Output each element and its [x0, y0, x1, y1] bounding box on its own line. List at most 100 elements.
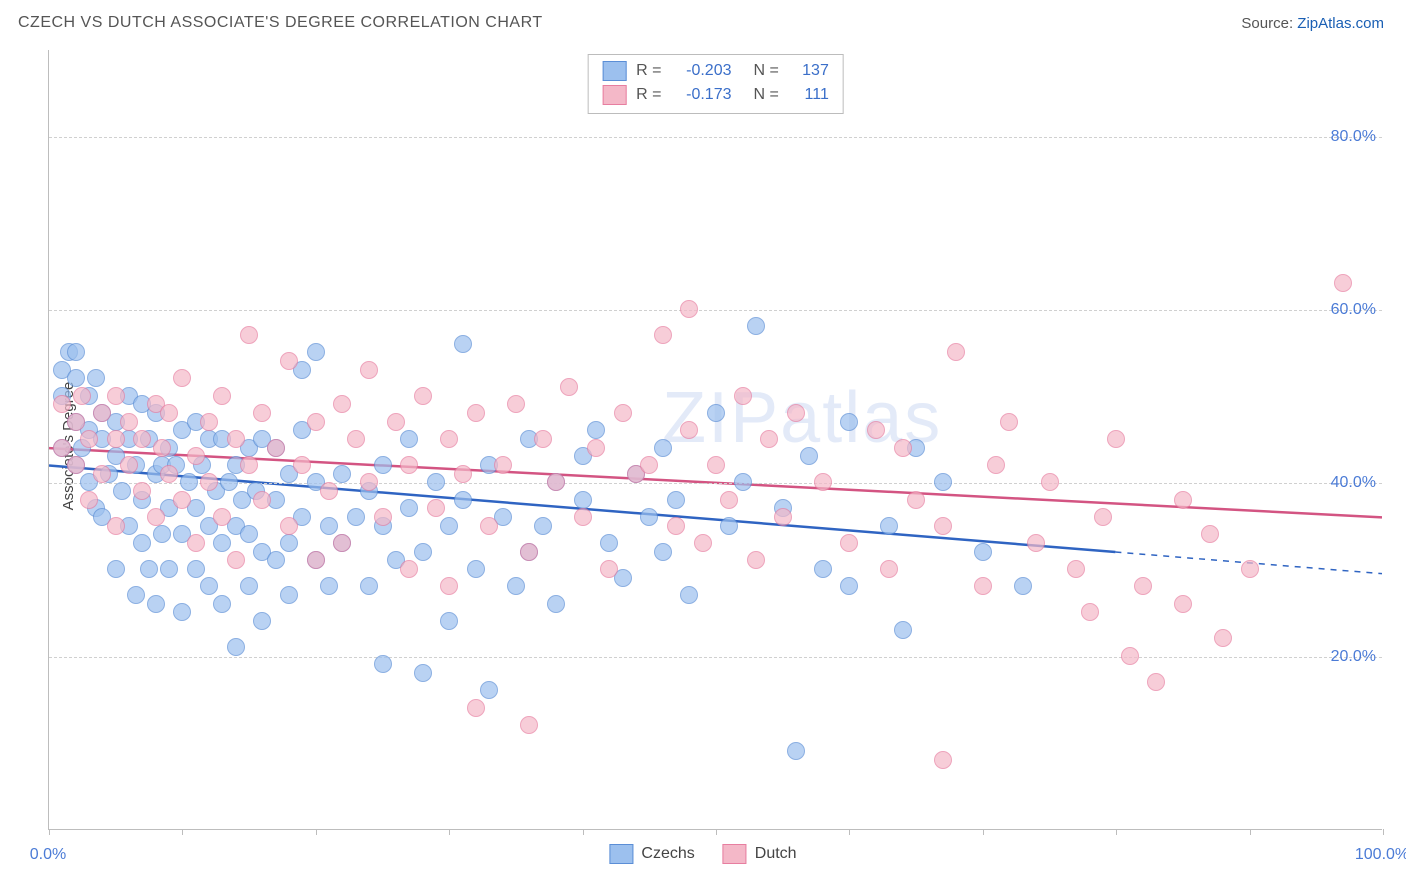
scatter-point	[667, 491, 685, 509]
scatter-point	[127, 586, 145, 604]
scatter-point	[147, 595, 165, 613]
scatter-point	[1174, 491, 1192, 509]
scatter-point	[414, 664, 432, 682]
scatter-point	[67, 413, 85, 431]
legend-swatch	[602, 61, 626, 81]
legend-item: Czechs	[609, 844, 694, 864]
scatter-point	[907, 491, 925, 509]
scatter-point	[67, 456, 85, 474]
source-prefix: Source:	[1241, 15, 1297, 32]
scatter-point	[53, 439, 71, 457]
scatter-point	[814, 473, 832, 491]
scatter-point	[253, 491, 271, 509]
scatter-point	[880, 517, 898, 535]
scatter-point	[253, 612, 271, 630]
scatter-point	[153, 525, 171, 543]
scatter-point	[133, 534, 151, 552]
scatter-point	[374, 508, 392, 526]
scatter-point	[640, 456, 658, 474]
scatter-point	[867, 421, 885, 439]
scatter-point	[240, 577, 258, 595]
scatter-point	[267, 551, 285, 569]
scatter-point	[307, 413, 325, 431]
scatter-point	[560, 378, 578, 396]
scatter-point	[360, 577, 378, 595]
scatter-point	[347, 430, 365, 448]
scatter-point	[267, 439, 285, 457]
scatter-point	[747, 551, 765, 569]
scatter-point	[374, 456, 392, 474]
scatter-point	[600, 534, 618, 552]
scatter-point	[1174, 595, 1192, 613]
scatter-point	[440, 577, 458, 595]
scatter-point	[480, 681, 498, 699]
x-tick-mark	[49, 829, 50, 835]
scatter-point	[427, 499, 445, 517]
scatter-point	[654, 543, 672, 561]
scatter-point	[974, 577, 992, 595]
scatter-point	[840, 534, 858, 552]
x-tick-mark	[849, 829, 850, 835]
gridline	[49, 657, 1382, 658]
chart-title: CZECH VS DUTCH ASSOCIATE'S DEGREE CORREL…	[18, 14, 543, 32]
scatter-point	[720, 517, 738, 535]
scatter-point	[734, 387, 752, 405]
scatter-point	[654, 439, 672, 457]
x-tick-mark	[449, 829, 450, 835]
scatter-point	[93, 404, 111, 422]
scatter-point	[253, 404, 271, 422]
scatter-point	[67, 343, 85, 361]
scatter-point	[1121, 647, 1139, 665]
scatter-point	[787, 404, 805, 422]
stats-row: R =-0.203N =137	[602, 59, 829, 83]
x-tick-mark	[983, 829, 984, 835]
scatter-point	[574, 491, 592, 509]
scatter-point	[213, 508, 231, 526]
scatter-point	[173, 603, 191, 621]
stats-legend-box: R =-0.203N =137R =-0.173N =111	[587, 54, 844, 114]
scatter-point	[227, 638, 245, 656]
stat-r-value: -0.203	[672, 62, 732, 80]
scatter-point	[153, 439, 171, 457]
x-tick-mark	[1383, 829, 1384, 835]
legend-item: Dutch	[723, 844, 797, 864]
scatter-point	[227, 551, 245, 569]
scatter-point	[440, 612, 458, 630]
scatter-point	[507, 395, 525, 413]
scatter-point	[180, 473, 198, 491]
scatter-point	[947, 343, 965, 361]
legend-swatch	[602, 85, 626, 105]
legend-swatch	[609, 844, 633, 864]
scatter-point	[173, 491, 191, 509]
stats-row: R =-0.173N =111	[602, 83, 829, 107]
scatter-point	[440, 430, 458, 448]
scatter-point	[680, 421, 698, 439]
scatter-point	[654, 326, 672, 344]
scatter-point	[880, 560, 898, 578]
scatter-point	[587, 421, 605, 439]
scatter-point	[73, 387, 91, 405]
scatter-point	[187, 534, 205, 552]
x-tick-mark	[583, 829, 584, 835]
scatter-point	[894, 621, 912, 639]
scatter-point	[1081, 603, 1099, 621]
scatter-point	[374, 655, 392, 673]
scatter-point	[480, 517, 498, 535]
x-tick-label: 0.0%	[30, 846, 66, 864]
legend-label: Dutch	[755, 845, 797, 863]
scatter-point	[774, 508, 792, 526]
bottom-legend: Czechs Dutch	[609, 844, 796, 864]
scatter-point	[680, 300, 698, 318]
scatter-point	[220, 473, 238, 491]
scatter-point	[787, 742, 805, 760]
y-tick-label: 40.0%	[1331, 474, 1376, 492]
stat-r-value: -0.173	[672, 86, 732, 104]
source-link[interactable]: ZipAtlas.com	[1297, 15, 1384, 32]
scatter-point	[1201, 525, 1219, 543]
legend-label: Czechs	[641, 845, 694, 863]
scatter-point	[133, 430, 151, 448]
scatter-point	[840, 577, 858, 595]
scatter-point	[107, 387, 125, 405]
scatter-point	[400, 430, 418, 448]
scatter-point	[293, 456, 311, 474]
